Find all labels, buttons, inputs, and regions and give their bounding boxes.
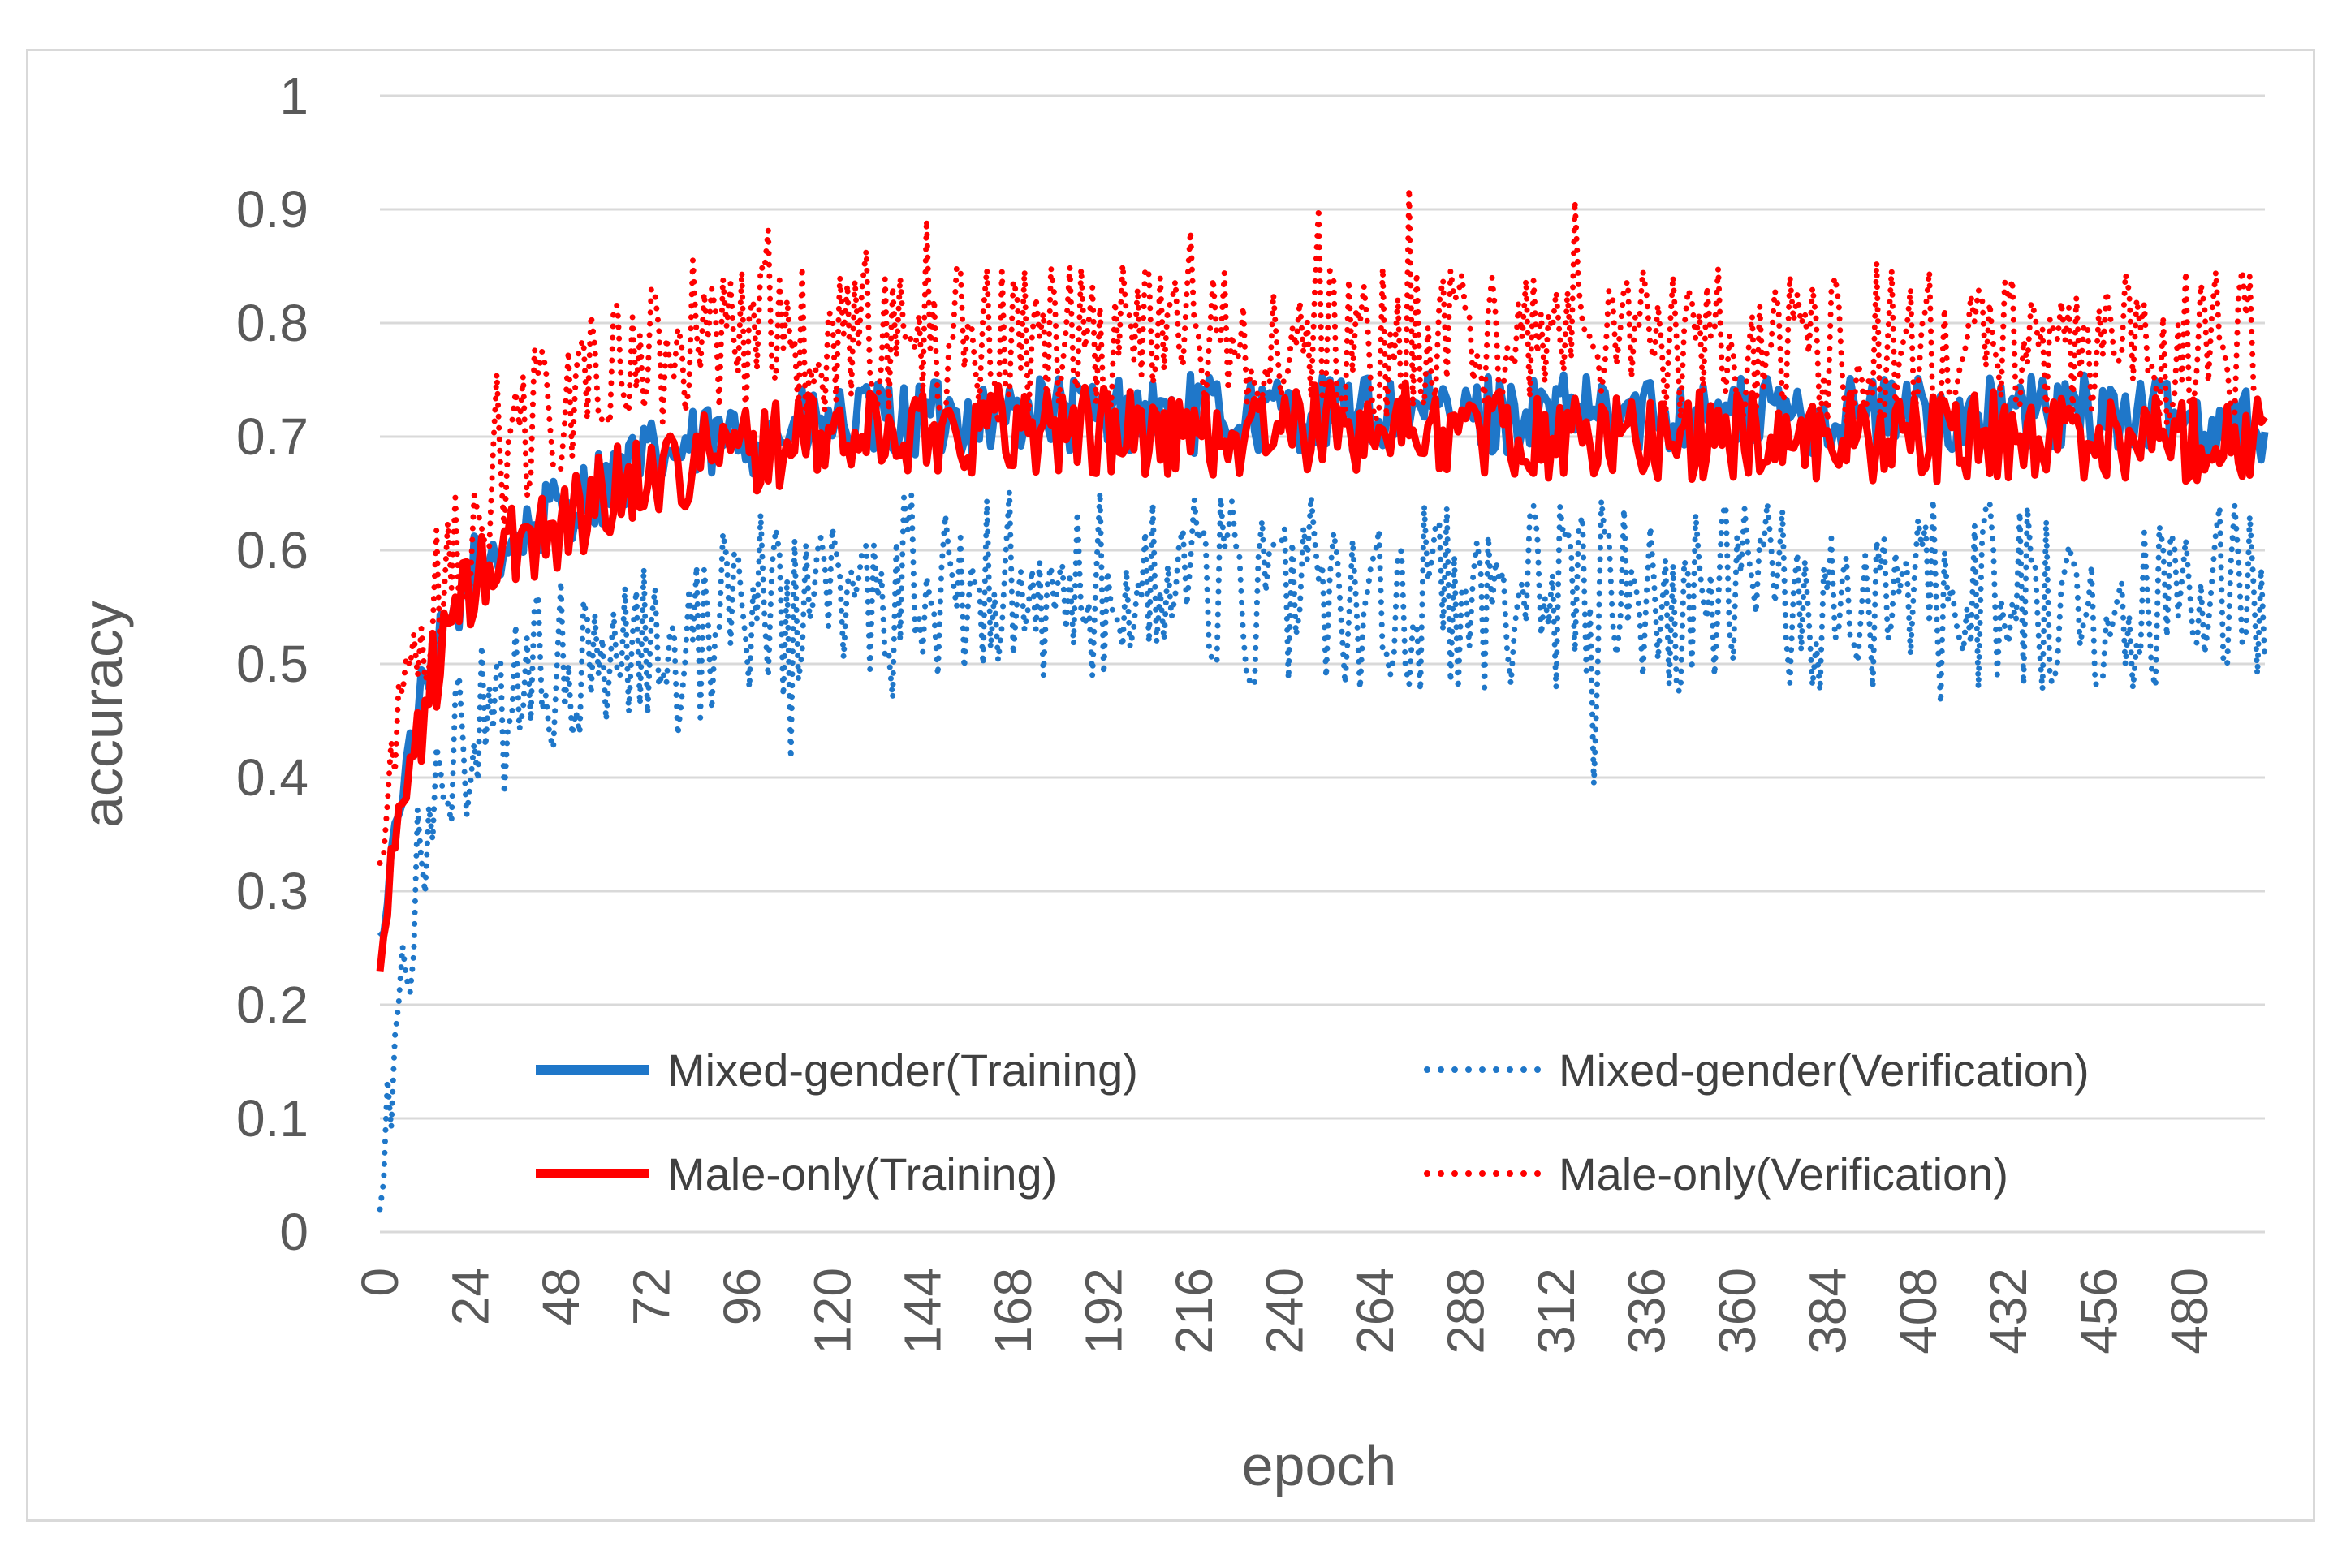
y-tick-label: 0.2 bbox=[236, 976, 308, 1034]
series-layer bbox=[376, 185, 2269, 1213]
x-axis-ticks: 0 24 48 72 96 120 144 168 192 216 240 264 288 312 336 3… bbox=[351, 1268, 2219, 1355]
x-axis-title: epoch bbox=[1242, 1434, 1397, 1497]
y-tick-label: 0.1 bbox=[236, 1089, 308, 1148]
x-tick-label: 312 bbox=[1527, 1268, 1585, 1355]
x-tick-label: 240 bbox=[1256, 1268, 1314, 1355]
x-tick-label: 216 bbox=[1165, 1268, 1223, 1355]
y-tick-label: 0 bbox=[279, 1203, 308, 1261]
x-tick-label: 288 bbox=[1436, 1268, 1494, 1355]
legend-label: Male-only(Verification) bbox=[1559, 1148, 2008, 1200]
x-tick-label: 480 bbox=[2160, 1268, 2219, 1355]
y-tick-label: 1 bbox=[279, 67, 308, 125]
x-tick-label: 192 bbox=[1075, 1268, 1133, 1355]
grid-layer bbox=[380, 94, 2265, 1234]
x-tick-label: 432 bbox=[1979, 1268, 2038, 1355]
x-tick-label: 168 bbox=[984, 1268, 1042, 1355]
y-tick-label: 0.9 bbox=[236, 180, 308, 239]
y-axis-ticks: 0 0.1 0.2 0.3 0.4 0.5 0.6 0.7 0.8 0.9 1 bbox=[236, 67, 308, 1261]
x-tick-label: 384 bbox=[1798, 1268, 1857, 1355]
series-line-male-only-training bbox=[376, 379, 2268, 972]
y-tick-label: 0.3 bbox=[236, 862, 308, 920]
x-tick-label: 0 bbox=[351, 1268, 409, 1297]
series-line-male-only-verification bbox=[377, 185, 2268, 866]
x-tick-label: 456 bbox=[2070, 1268, 2129, 1355]
y-tick-label: 0.4 bbox=[236, 748, 308, 807]
y-tick-label: 0.6 bbox=[236, 521, 308, 579]
x-tick-label: 336 bbox=[1617, 1268, 1676, 1355]
y-tick-label: 0.8 bbox=[236, 294, 308, 352]
x-tick-label: 144 bbox=[894, 1268, 952, 1355]
x-tick-label: 360 bbox=[1708, 1268, 1766, 1355]
x-tick-label: 24 bbox=[441, 1268, 499, 1325]
legend-label: Mixed-gender(Training) bbox=[667, 1045, 1138, 1096]
x-tick-label: 408 bbox=[1889, 1268, 1947, 1355]
series-line-mixed-gender-verification bbox=[377, 488, 2268, 1213]
y-tick-label: 0.5 bbox=[236, 635, 308, 693]
x-tick-label: 96 bbox=[713, 1268, 771, 1325]
legend-label: Mixed-gender(Verification) bbox=[1559, 1045, 2090, 1096]
legend-label: Male-only(Training) bbox=[667, 1148, 1057, 1200]
x-tick-label: 264 bbox=[1346, 1268, 1404, 1355]
y-axis-title: accuracy bbox=[71, 601, 134, 828]
series-line-mixed-gender-training bbox=[377, 370, 2269, 939]
y-tick-label: 0.7 bbox=[236, 407, 308, 466]
x-tick-label: 120 bbox=[803, 1268, 861, 1355]
x-tick-label: 72 bbox=[622, 1268, 680, 1325]
x-tick-label: 48 bbox=[532, 1268, 590, 1325]
legend: Mixed-gender(Training) Mixed-gender(Verif… bbox=[536, 1045, 2090, 1200]
